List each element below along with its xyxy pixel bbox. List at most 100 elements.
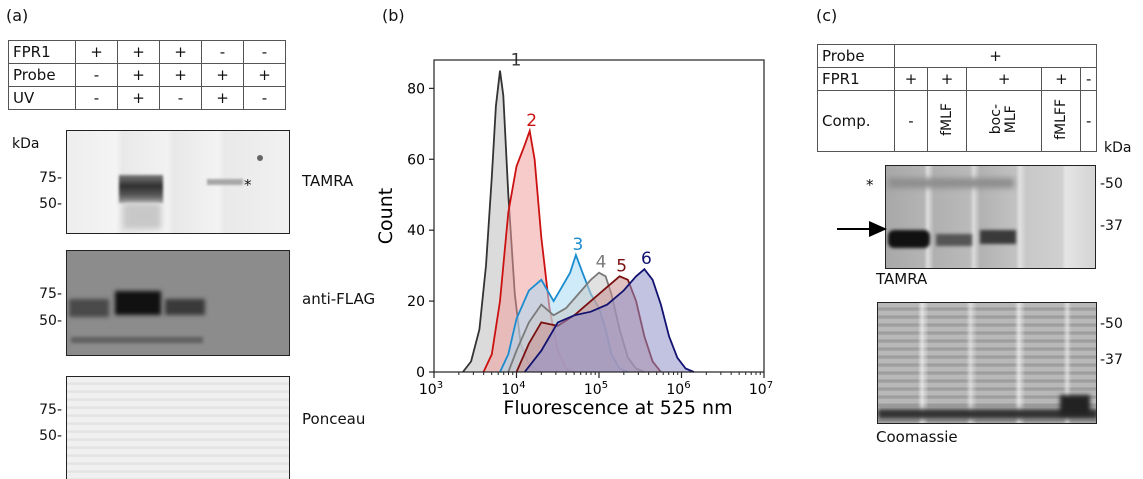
flow-histogram: 1 2 34 5 6 0 20 40 60 80 103 104 105 106 107 Fluoresc… [375,51,773,419]
condition-cell: fMLFF [1041,90,1082,152]
blot-label-tamra: TAMRA [302,172,354,190]
row-header: Comp. [817,90,895,152]
mw-marker: -37 [1100,218,1123,234]
series-label: 5 [616,256,627,276]
row-header: FPR1 [817,67,895,91]
x-axis-label: Fluorescence at 525 nm [503,397,732,419]
condition-row-uv: UV - + - + - [8,86,286,110]
series-area-6 [524,269,694,372]
x-tick-label: 103 [419,380,443,398]
condition-cell: - [159,86,202,110]
y-tick-label: 40 [407,223,425,239]
condition-row-comp: Comp. - fMLF boc- MLF fMLFF - [817,90,1097,152]
blot-label-ponceau: Ponceau [302,410,366,428]
mw-marker: 75- [39,170,62,186]
band-flag-low [71,337,203,343]
condition-cell: + [201,63,244,87]
mw-marker: 50- [39,428,62,444]
band-flag-lane1 [69,299,109,317]
comp-label: - [1085,112,1092,130]
series-label: 6 [641,249,652,269]
blot-tamra-a [66,130,290,234]
condition-row-probe: Probe - + + + + [8,63,286,87]
arrow-icon [837,221,887,237]
band-flag-lane3 [165,299,205,315]
kda-label: kDa [12,136,40,152]
series-label: 3 [572,235,583,255]
row-header: UV [8,86,76,110]
comp-label: fMLF [938,102,955,136]
y-tick-label: 60 [407,152,425,168]
condition-row-fpr1: FPR1 + + + - - [8,40,286,64]
blot-coomassie [877,302,1097,424]
condition-cell: - [75,86,118,110]
condition-cell: - [243,40,286,64]
x-tick-label: 106 [666,380,690,398]
band-coomassie-low [878,409,1096,419]
condition-cell: - [1080,90,1097,152]
condition-row-probe: Probe + [817,44,1097,68]
mw-marker: 50- [39,313,62,329]
comp-label: fMLFF [1052,98,1069,140]
mw-marker: -37 [1100,352,1123,368]
condition-cell: fMLF [927,90,967,152]
blot-label-antiflag: anti-FLAG [302,290,376,308]
series-label: 4 [596,253,607,273]
condition-cell: + [117,63,160,87]
asterisk-marker-c: * [866,176,874,194]
blot-antiflag [66,250,290,356]
condition-cell: + [159,63,202,87]
y-tick-label: 20 [407,294,425,310]
condition-cell: + [893,67,929,91]
panel-b-label: (b) [382,6,405,25]
condition-cell: - [75,63,118,87]
row-header: Probe [8,63,76,87]
asterisk-marker: * [244,176,252,194]
band-coomassie-spot [1060,395,1090,415]
comp-label: boc- MLF [988,103,1020,135]
condition-cell: + [117,86,160,110]
blot-tamra-c [885,165,1096,269]
condition-cell: boc- MLF [965,90,1043,152]
band-tamra-c2 [936,234,972,246]
band-tamra-weak [207,179,243,185]
condition-cell: - [893,90,929,152]
x-tick-label: 105 [584,380,608,398]
plot-area: 1 2 34 5 6 [462,51,695,373]
condition-cell: + [159,40,202,64]
comp-label: - [908,112,914,130]
blot-label-coomassie: Coomassie [876,428,958,446]
band-tamra-c3 [980,230,1016,244]
series-label: 2 [526,111,537,131]
band-flag-lane2 [115,291,161,315]
condition-cell: - [243,86,286,110]
mw-marker: 75- [39,286,62,302]
band-tamra [119,175,163,203]
mw-marker: -50 [1100,316,1123,332]
series-label: 1 [511,51,522,71]
band-tamra-faint [123,203,161,229]
condition-cell: - [1080,67,1097,91]
mw-marker: -50 [1100,176,1123,192]
y-tick-label: 0 [416,365,425,381]
kda-label-c: kDa [1104,140,1132,156]
condition-row-fpr1: FPR1 + + + + - [817,67,1097,91]
panel-c-condition-table: Probe + FPR1 + + + + - Comp. - fMLF boc-… [817,44,1097,152]
row-header: Probe [817,44,895,68]
band-tamra-top [888,178,1014,188]
condition-cell: + [243,63,286,87]
y-tick-label: 80 [407,81,425,97]
mw-marker: 75- [39,402,62,418]
blot-ponceau [66,376,290,479]
x-tick-label: 107 [749,380,773,398]
condition-cell: + [894,44,1097,68]
row-header: FPR1 [8,40,76,64]
condition-cell: + [75,40,118,64]
condition-cell: + [965,67,1043,91]
band-tamra-c1 [888,230,930,248]
series-area-1 [462,70,542,372]
condition-cell: - [201,40,244,64]
mw-marker: 50- [39,196,62,212]
series-line-6 [523,267,695,373]
condition-cell: + [1041,67,1082,91]
